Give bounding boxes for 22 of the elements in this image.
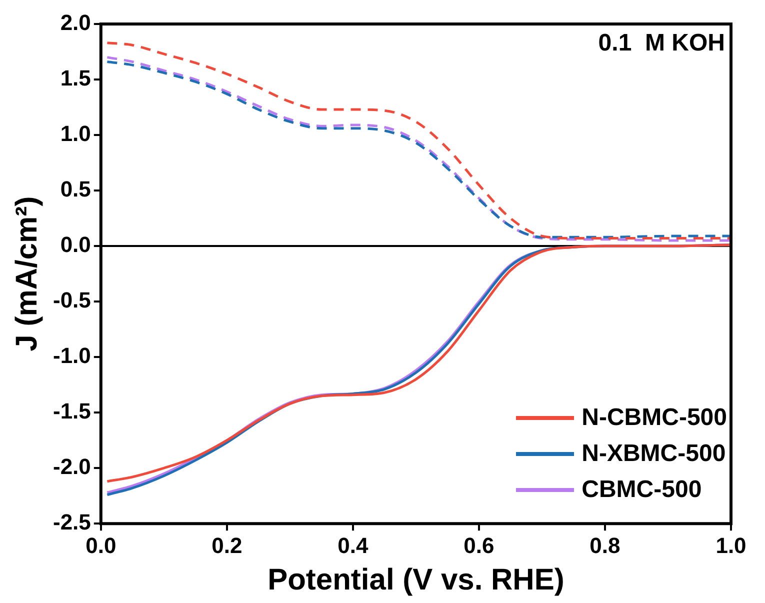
y-tick-label: -2.5 (52, 510, 91, 535)
y-tick-label: 1.0 (60, 121, 91, 146)
x-tick-label: 0.6 (464, 532, 494, 558)
legend-label: N-XBMC-500 (582, 440, 726, 468)
y-axis-title: J (mA/cm²) (10, 196, 44, 352)
annotation: 0.1 M KOH (598, 30, 725, 57)
x-axis-title: Potential (V vs. RHE) (268, 563, 564, 596)
x-tick-label: 0.2 (212, 532, 242, 558)
x-tick-label: 0.4 (338, 532, 369, 558)
y-tick-label: 1.5 (60, 66, 91, 91)
x-tick-label: 1.0 (716, 532, 746, 558)
x-tick-label: 0.8 (590, 532, 620, 558)
y-tick-label: -1.0 (52, 343, 91, 368)
y-tick-label: 0.5 (60, 176, 91, 202)
y-tick-label: -0.5 (52, 288, 91, 313)
y-tick-label: 0.0 (60, 232, 91, 258)
y-tick-label: -2.0 (52, 454, 91, 480)
x-tick-label: 0.0 (86, 532, 116, 558)
legend-label: CBMC-500 (582, 476, 702, 504)
legend-label: N-CBMC-500 (582, 404, 727, 432)
y-tick-label: 2.0 (60, 10, 91, 36)
y-tick-label: -1.5 (52, 398, 91, 424)
